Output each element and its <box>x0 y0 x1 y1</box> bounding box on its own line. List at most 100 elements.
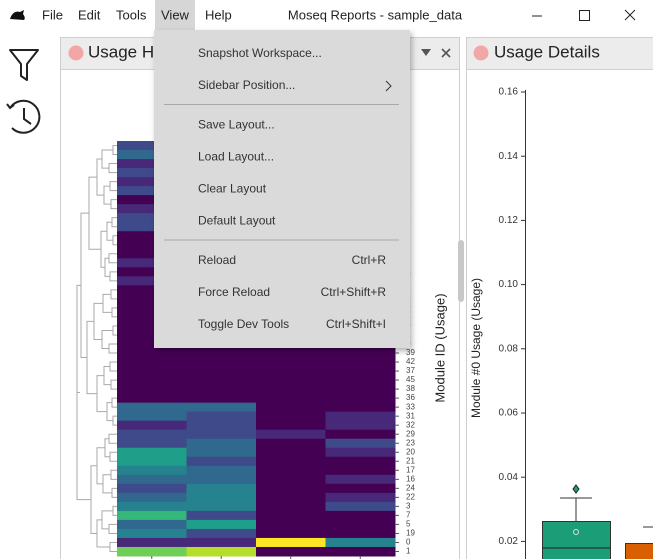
heatmap-cell <box>256 438 326 449</box>
menubar-item[interactable]: View <box>161 7 190 22</box>
row-label: 20 <box>406 447 415 456</box>
heatmap-cell <box>186 519 257 530</box>
heatmap-cell <box>325 447 396 458</box>
menubar-item[interactable]: Help <box>205 7 232 22</box>
heatmap-cell <box>325 456 396 467</box>
box <box>625 543 653 559</box>
drag-handle[interactable] <box>458 240 464 302</box>
heatmap-cell <box>117 231 187 241</box>
heatmap-cell <box>325 528 396 539</box>
heatmap-cell <box>117 510 187 521</box>
row-label: 36 <box>406 393 415 402</box>
menu-background <box>154 30 410 348</box>
heatmap-cell <box>117 312 187 322</box>
menu-item[interactable]: Force Reload Ctrl+Shift+R <box>198 285 386 299</box>
filter-icon[interactable] <box>9 49 39 81</box>
heatmap-cell <box>186 402 257 413</box>
history-icon[interactable] <box>9 99 41 134</box>
submenu-arrow <box>385 80 392 92</box>
heatmap-cell <box>186 474 257 485</box>
heatmap-cell <box>256 348 326 359</box>
heatmap-cell <box>186 537 257 548</box>
row-label: 0 <box>406 538 411 547</box>
menu-item-label: Reload <box>198 253 236 267</box>
heatmap-cell <box>256 375 326 386</box>
menu-item[interactable]: Toggle Dev Tools Ctrl+Shift+I <box>198 317 386 331</box>
heatmap-cell <box>117 429 187 440</box>
heatmap-cell <box>325 546 396 557</box>
heatmap-cell <box>117 348 187 359</box>
heatmap-cell <box>256 402 326 413</box>
window-title: Moseq Reports - sample_data <box>288 7 463 22</box>
menu-item-shortcut: Ctrl+R <box>352 253 387 267</box>
heatmap-cell <box>256 474 326 485</box>
y-tick-label: 0.12 <box>499 215 519 226</box>
heatmap-cell <box>186 348 257 359</box>
panel-header <box>466 37 653 70</box>
heatmap-cell <box>256 528 326 539</box>
heatmap-cell <box>325 375 396 386</box>
menu-item[interactable]: Reload Ctrl+R <box>198 253 386 267</box>
heatmap-cell <box>117 222 187 232</box>
row-label: 31 <box>406 411 415 420</box>
heatmap-cell <box>117 501 187 512</box>
heatmap-cell <box>186 546 257 557</box>
menubar-item[interactable]: File <box>42 7 63 22</box>
heatmap-cell <box>117 420 187 431</box>
heatmap-cell <box>117 258 187 268</box>
heatmap-cell <box>117 249 187 259</box>
heatmap-cell <box>256 546 326 557</box>
menu-item-label: Snapshot Workspace... <box>198 46 322 60</box>
details-axis-label: Module #0 Usage (Usage) <box>469 278 483 418</box>
heatmap-cell <box>117 159 187 169</box>
menu-item[interactable]: Save Layout... <box>198 118 275 132</box>
heatmap-cell <box>186 465 257 476</box>
panel-close-dot[interactable] <box>68 45 84 61</box>
row-label: 17 <box>406 465 415 474</box>
heatmap-cell <box>186 429 257 440</box>
heatmap-cell <box>325 429 396 440</box>
sidebar <box>6 49 41 134</box>
heatmap-cell <box>186 375 257 386</box>
heatmap-cell <box>117 519 187 530</box>
row-label: 23 <box>406 438 415 447</box>
heatmap-cell <box>186 357 257 368</box>
row-label: 19 <box>406 529 415 538</box>
y-ticks: 0.16 0.14 0.12 0.10 0.08 0.06 0.04 0.02 <box>499 87 525 547</box>
menu-item[interactable]: Snapshot Workspace... <box>198 46 322 60</box>
row-label: 37 <box>406 366 415 375</box>
y-tick-label: 0.04 <box>499 472 519 483</box>
heatmap-cell <box>117 195 187 205</box>
menubar-item[interactable]: Tools <box>116 7 147 22</box>
maximize-button[interactable] <box>579 10 590 21</box>
menu-item[interactable]: Load Layout... <box>198 150 274 164</box>
heatmap-cell <box>325 357 396 368</box>
heatmap-cell <box>117 177 187 187</box>
panel-close[interactable] <box>441 48 451 58</box>
row-label: 38 <box>406 384 415 393</box>
panel-dropdown[interactable] <box>421 49 431 56</box>
title-bar: Moseq Reports - sample_data File Edit Tool… <box>10 0 636 30</box>
row-label: 7 <box>406 511 411 520</box>
menu-item-label: Toggle Dev Tools <box>198 317 289 331</box>
heatmap-cell <box>256 420 326 431</box>
heatmap-cell <box>325 501 396 512</box>
heatmap-cell <box>186 501 257 512</box>
heatmap-cell <box>117 447 187 458</box>
menu-item[interactable]: Clear Layout <box>198 182 267 196</box>
heatmap-cell <box>325 366 396 377</box>
menubar-item[interactable]: Edit <box>78 7 101 22</box>
menu-item[interactable]: Sidebar Position... <box>198 78 392 92</box>
mean-marker <box>573 529 579 535</box>
heatmap-cell <box>117 150 187 160</box>
heatmap-cell <box>186 447 257 458</box>
close-button[interactable] <box>624 9 636 21</box>
heatmap-cell <box>117 240 187 250</box>
heatmap-cell <box>117 546 187 557</box>
heatmap-cell <box>117 204 187 214</box>
heatmap-cell <box>325 393 396 404</box>
heatmap-cell <box>256 384 326 395</box>
menu-item[interactable]: Default Layout <box>198 214 276 228</box>
panel-close-dot[interactable] <box>473 45 489 61</box>
